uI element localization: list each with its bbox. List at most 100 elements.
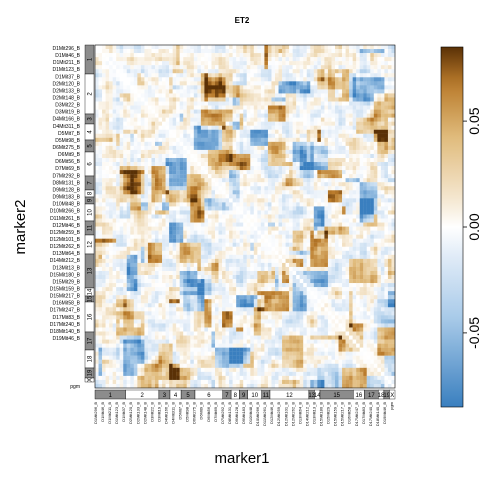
heatmap-cell — [296, 97, 300, 102]
heatmap-cell — [260, 117, 265, 122]
heatmap-cell — [165, 170, 170, 175]
heatmap-cell — [253, 117, 258, 122]
heatmap-cell — [98, 129, 103, 134]
heatmap-cell — [123, 57, 127, 62]
heatmap-cell — [260, 190, 265, 195]
heatmap-cell — [264, 275, 269, 280]
heatmap-cell — [151, 262, 156, 268]
heatmap-cell — [102, 105, 106, 110]
heatmap-cell — [299, 157, 304, 163]
heatmap-cell — [169, 129, 173, 134]
heatmap-cell — [158, 162, 163, 167]
heatmap-cell — [345, 238, 350, 243]
heatmap-cell — [250, 174, 254, 179]
heatmap-cell — [123, 222, 127, 227]
heatmap-cell — [356, 129, 360, 134]
heatmap-cell — [387, 49, 392, 54]
heatmap-cell — [229, 61, 233, 66]
heatmap-cell — [380, 226, 385, 231]
heatmap-cell — [123, 186, 127, 191]
heatmap-cell — [222, 242, 226, 247]
heatmap-cell — [331, 81, 336, 86]
heatmap-cell — [162, 262, 166, 268]
heatmap-cell — [335, 210, 339, 215]
heatmap-cell — [366, 53, 371, 58]
heatmap-cell — [292, 141, 297, 147]
heatmap-cell — [162, 230, 166, 235]
heatmap-cell — [299, 101, 304, 106]
heatmap-cell — [147, 222, 152, 227]
heatmap-cell — [215, 129, 219, 134]
heatmap-cell — [112, 157, 117, 163]
heatmap-cell — [140, 214, 145, 219]
heatmap-cell — [285, 210, 290, 215]
heatmap-cell — [236, 214, 240, 219]
heatmap-cell — [133, 105, 138, 110]
heatmap-cell — [387, 105, 392, 110]
heatmap-cell — [116, 117, 120, 122]
heatmap-cell — [123, 279, 127, 284]
heatmap-cell — [331, 89, 336, 94]
heatmap-cell — [264, 178, 269, 183]
heatmap-cell — [285, 73, 290, 78]
heatmap-cell — [95, 129, 99, 134]
heatmap-cell — [384, 153, 389, 159]
heatmap-cell — [147, 218, 152, 223]
heatmap-cell — [239, 170, 244, 175]
heatmap-cell — [359, 250, 364, 255]
heatmap-cell — [207, 89, 212, 94]
heatmap-cell — [359, 149, 364, 155]
heatmap-cell — [317, 141, 322, 147]
heatmap-cell — [320, 153, 325, 159]
heatmap-cell — [359, 45, 364, 50]
heatmap-cell — [289, 129, 293, 134]
heatmap-cell — [387, 170, 392, 175]
heatmap-cell — [282, 202, 286, 207]
heatmap-cell — [147, 226, 152, 231]
heatmap-cell — [119, 182, 124, 187]
heatmap-cell — [130, 49, 134, 54]
heatmap-cell — [356, 166, 360, 171]
heatmap-cell — [373, 149, 378, 155]
heatmap-cell — [147, 157, 152, 163]
heatmap-cell — [260, 149, 265, 155]
heatmap-cell — [264, 254, 269, 260]
heatmap-cell — [335, 166, 339, 171]
heatmap-cell — [229, 246, 233, 251]
heatmap-cell — [313, 149, 318, 155]
heatmap-cell — [232, 242, 237, 247]
heatmap-cell — [313, 105, 318, 110]
heatmap-cell — [342, 149, 346, 155]
heatmap-cell — [225, 234, 230, 239]
heatmap-cell — [352, 149, 357, 155]
heatmap-cell — [140, 210, 145, 215]
heatmap-cell — [289, 178, 293, 183]
heatmap-cell — [172, 254, 177, 260]
heatmap-cell — [204, 153, 209, 159]
heatmap-cell — [384, 222, 389, 227]
heatmap-cell — [282, 190, 286, 195]
heatmap-cell — [310, 266, 314, 272]
heatmap-cell — [193, 246, 198, 251]
heatmap-cell — [151, 137, 156, 142]
heatmap-cell — [296, 174, 300, 179]
heatmap-cell — [207, 129, 212, 134]
heatmap-cell — [349, 266, 353, 272]
heatmap-cell — [370, 230, 374, 235]
heatmap-cell — [352, 53, 357, 58]
heatmap-cell — [236, 49, 240, 54]
heatmap-cell — [246, 117, 251, 122]
heatmap-cell — [299, 105, 304, 110]
heatmap-cell — [345, 61, 350, 66]
heatmap-cell — [313, 101, 318, 106]
heatmap-cell — [324, 149, 329, 155]
heatmap-cell — [137, 279, 142, 284]
heatmap-cell — [172, 49, 177, 54]
heatmap-cell — [380, 77, 385, 82]
heatmap-cell — [299, 174, 304, 179]
heatmap-cell — [193, 170, 198, 175]
heatmap-cell — [387, 210, 392, 215]
heatmap-cell — [366, 141, 371, 147]
heatmap-cell — [299, 166, 304, 171]
heatmap-cell — [215, 53, 219, 58]
